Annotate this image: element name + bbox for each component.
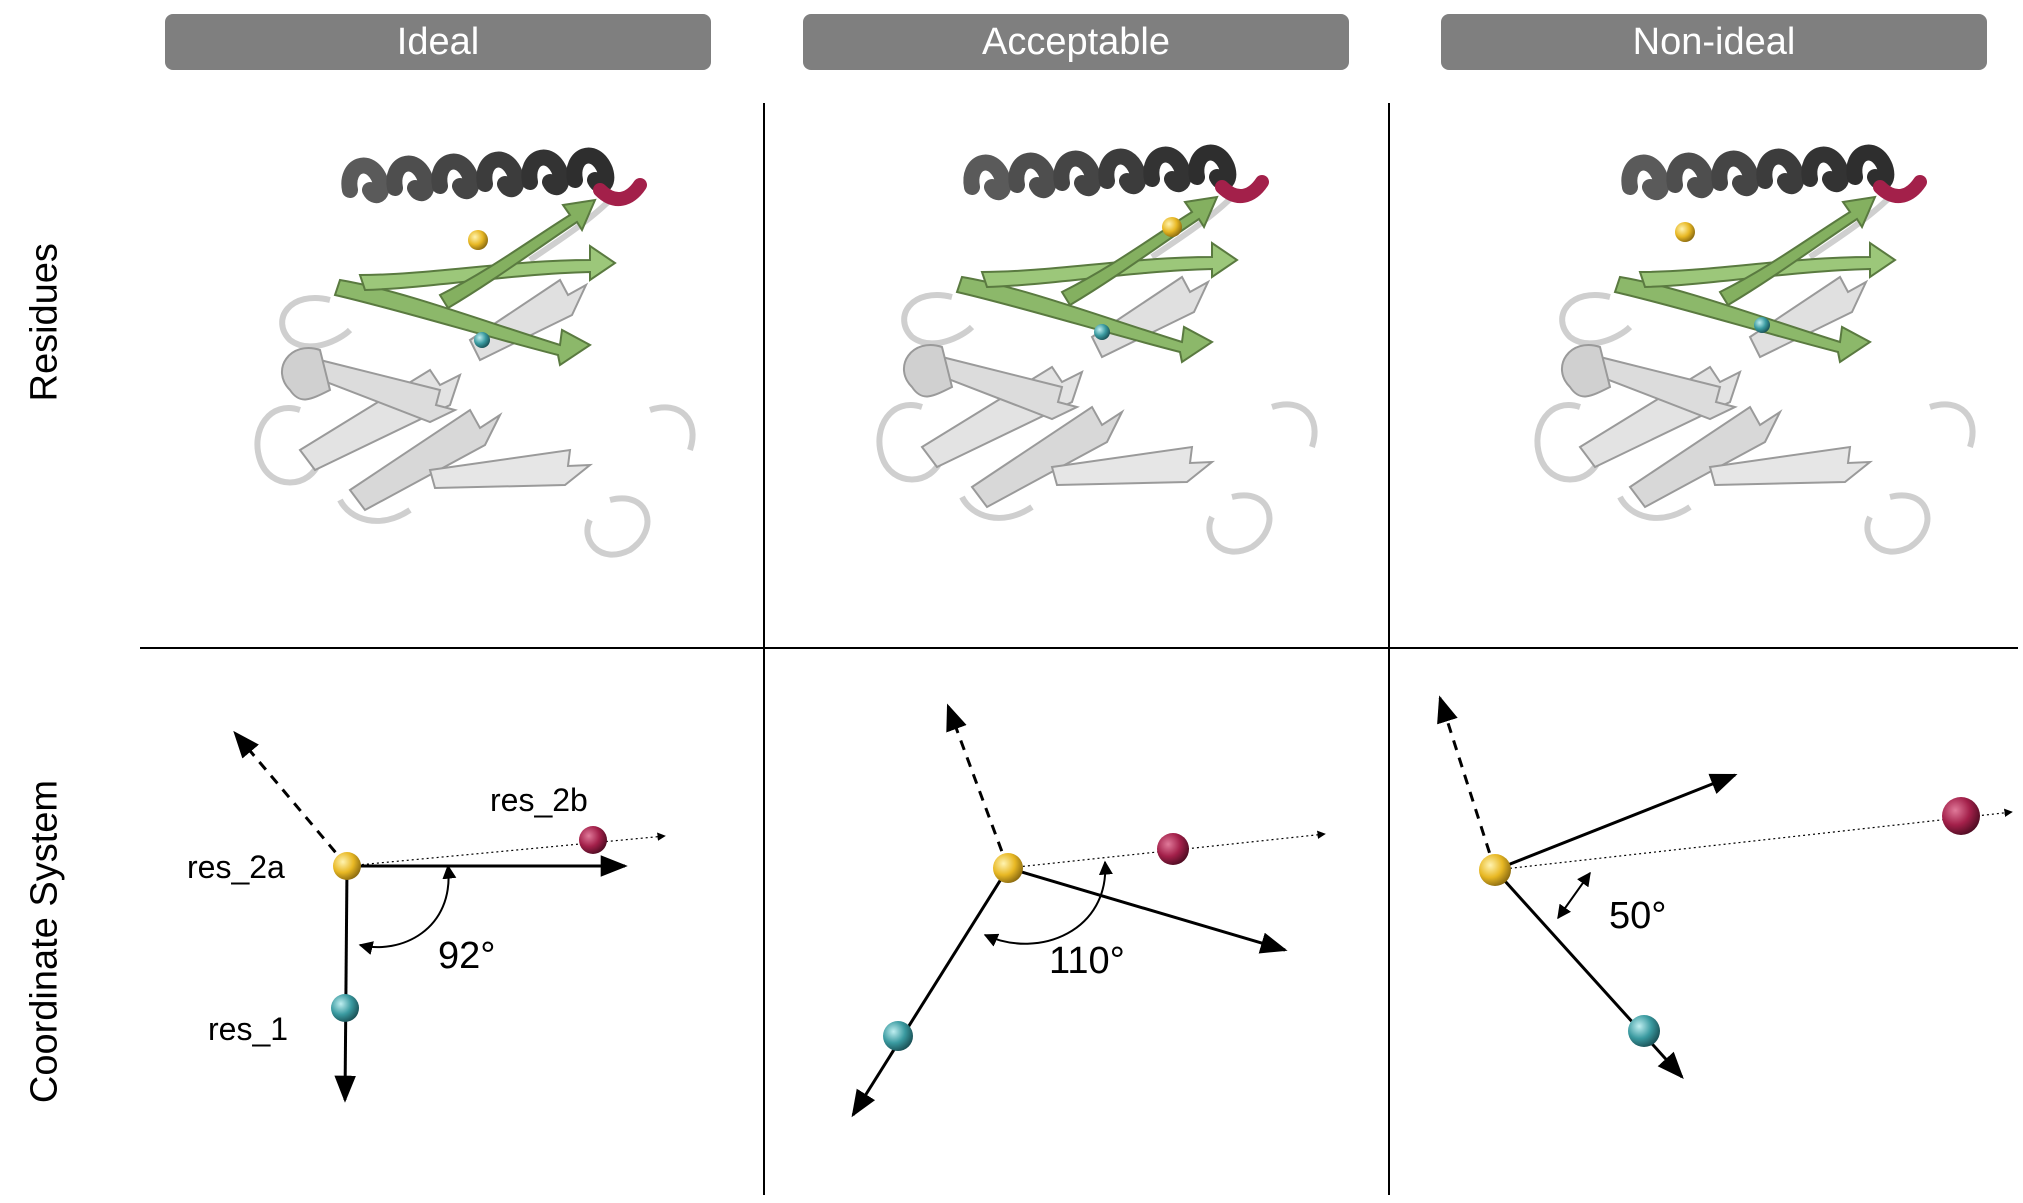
label-res-2a: res_2a (187, 849, 285, 885)
angle-label-non-ideal: 50° (1609, 895, 1666, 937)
protein-structure-non-ideal (1537, 153, 1972, 552)
label-res-2b: res_2b (490, 782, 588, 818)
header-non-ideal: Non-ideal (1441, 14, 1987, 70)
header-ideal: Ideal (165, 14, 711, 70)
coordinate-system-acceptable (851, 703, 1326, 1118)
coordinate-system-non-ideal (1437, 695, 2013, 1080)
protein-structure-ideal (257, 156, 692, 555)
label-res-1: res_1 (208, 1011, 288, 1047)
header-acceptable: Acceptable (803, 14, 1349, 70)
angle-label-ideal: 92° (438, 935, 495, 977)
angle-label-acceptable: 110° (1049, 940, 1125, 982)
protein-structure-acceptable (879, 153, 1314, 552)
coordinate-system-ideal (233, 730, 666, 1103)
